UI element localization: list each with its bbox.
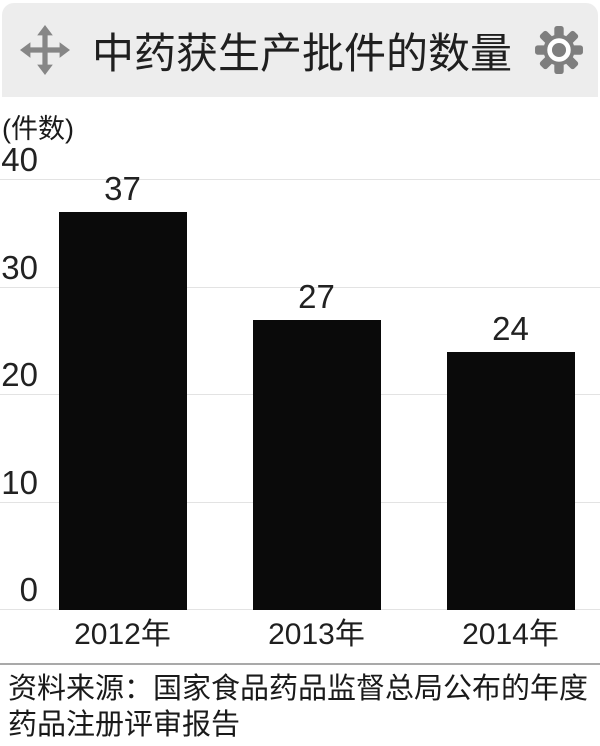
gridline xyxy=(0,179,600,180)
x-axis-label: 2013年 xyxy=(268,618,365,651)
x-axis-label: 2014年 xyxy=(462,618,559,651)
bar-value-label: 27 xyxy=(298,278,335,315)
y-axis-tick-label: 40 xyxy=(1,141,38,178)
y-axis-tick-label: 30 xyxy=(1,249,38,286)
bar-value-label: 37 xyxy=(104,170,141,207)
y-axis-tick-label: 0 xyxy=(19,571,38,608)
gear-icon[interactable] xyxy=(534,25,584,75)
x-axis-label: 2012年 xyxy=(74,618,171,651)
y-axis-unit-label: (件数) xyxy=(2,114,74,144)
bar xyxy=(446,352,575,610)
bar xyxy=(58,212,187,610)
chart-header: 中药获生产批件的数量 xyxy=(2,3,598,97)
source-line-1: 资料来源：国家食品药品监督总局公布的年度 xyxy=(8,673,589,705)
source-divider xyxy=(0,663,600,665)
source-line-2: 药品注册评审报告 xyxy=(8,709,241,741)
source-note: 资料来源：国家食品药品监督总局公布的年度 药品注册评审报告 xyxy=(8,671,588,743)
y-axis-tick-label: 20 xyxy=(1,356,38,393)
bar-value-label: 24 xyxy=(492,310,529,347)
chart-title: 中药获生产批件的数量 xyxy=(91,29,512,77)
move-icon[interactable] xyxy=(20,25,70,75)
gridline xyxy=(0,287,600,288)
y-axis-tick-label: 10 xyxy=(1,464,38,501)
bar xyxy=(252,320,381,610)
